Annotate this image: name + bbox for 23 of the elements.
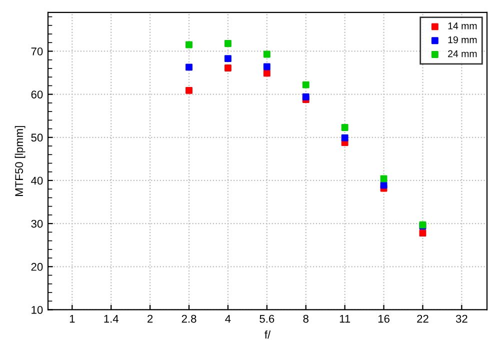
x-axis-title: f/ <box>264 330 271 339</box>
y-axis-title: MTF50 [lpmm] <box>14 126 26 196</box>
x-tick-label: 2.8 <box>182 314 196 323</box>
y-tick-label: 50 <box>31 134 43 142</box>
x-tick-label: 2 <box>148 314 153 323</box>
x-tick-label: 11 <box>340 314 350 323</box>
y-tick-label: 40 <box>31 176 43 185</box>
y-tick-label: 20 <box>31 262 43 271</box>
x-tick-label: 8 <box>303 314 308 323</box>
legend-label: 24 mm <box>448 50 477 58</box>
x-tick-label: 5.6 <box>260 314 274 323</box>
x-tick-label: 32 <box>456 314 468 323</box>
x-tick-label: 4 <box>225 314 231 323</box>
legend-label: 19 mm <box>448 36 477 44</box>
y-tick-label: 70 <box>31 48 43 56</box>
x-tick-label: 16 <box>378 314 390 323</box>
y-tick-label: 30 <box>31 220 43 228</box>
legend-label: 14 mm <box>448 22 477 30</box>
y-tick-label: 10 <box>32 306 43 314</box>
x-tick-label: 22 <box>417 314 428 323</box>
x-tick-label: 1 <box>70 314 75 323</box>
y-tick-label: 60 <box>31 90 43 98</box>
x-tick-label: 1.4 <box>104 314 118 323</box>
